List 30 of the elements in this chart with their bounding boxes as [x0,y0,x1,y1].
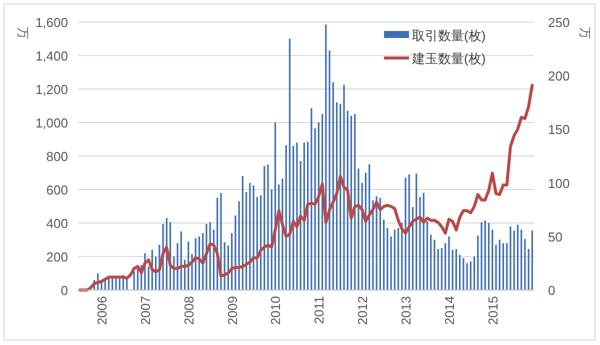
y-tick-label: 1,000 [35,116,68,130]
y-tick-label: 1,200 [35,82,68,97]
legend-label: 取引数量(枚) [412,28,486,43]
y-axis-title: 万 [16,27,30,39]
y-tick-label: 1,400 [35,48,68,64]
y-tick-label: 0 [60,283,68,298]
y-tick-label: 400 [46,216,68,231]
y-tick-label: 600 [46,182,68,198]
x-tick-label: 2012 [355,296,370,325]
x-tick-label: 2013 [398,296,414,325]
y2-tick-label: 150 [548,122,570,138]
x-tick-label: 2011 [312,296,327,324]
y-tick-label: 1,600 [35,15,68,30]
y2-tick-label: 100 [548,176,570,191]
x-tick-label: 2007 [138,296,153,325]
y2-tick-label: 0 [548,283,556,298]
x-tick-label: 2006 [94,296,110,325]
legend-label: 建玉数量(枚) [411,51,486,66]
x-tick-label: 2015 [485,296,500,325]
y2-tick-label: 50 [548,229,562,244]
x-tick-label: 2010 [268,296,284,325]
x-tick-label: 2014 [442,296,457,325]
y-tick-label: 200 [46,250,68,264]
y2-tick-label: 250 [548,15,570,30]
x-tick-label: 2009 [224,296,240,325]
y-tick-label: 800 [46,149,68,164]
line-series [78,84,534,292]
y2-tick-label: 200 [548,68,570,84]
x-tick-label: 2008 [181,296,196,325]
y2-axis-title: 万 [578,27,592,39]
